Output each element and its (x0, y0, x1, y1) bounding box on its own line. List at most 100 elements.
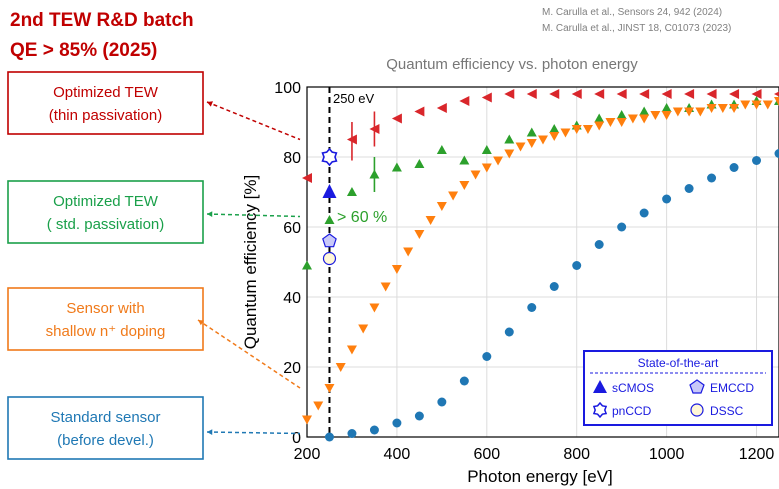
sota-legend-star-shape (592, 401, 608, 419)
data-point-series-0 (616, 89, 627, 99)
reference-2: M. Carulla et al., JINST 18, C01073 (202… (542, 23, 731, 34)
data-point-series-2 (639, 114, 650, 124)
data-point-series-2 (627, 114, 638, 124)
x-axis-label: Photon energy [eV] (467, 467, 613, 486)
data-point-series-2 (324, 384, 335, 393)
data-point-series-3 (707, 173, 717, 183)
data-point-series-1 (616, 110, 627, 119)
data-point-series-2 (650, 111, 661, 120)
sota-marker-dssc (322, 251, 337, 266)
data-point-series-3 (549, 282, 559, 291)
y-tick-label: 20 (283, 360, 301, 377)
data-point-series-0 (684, 89, 695, 99)
data-point-series-1 (549, 124, 560, 133)
data-point-series-3 (572, 261, 582, 270)
data-point-series-2 (358, 324, 369, 334)
callout-line2-2: shallow n⁺ doping (46, 323, 166, 340)
callout-box-3 (7, 396, 204, 460)
data-point-series-2 (605, 118, 616, 127)
data-point-series-0 (504, 89, 515, 99)
data-point-series-0 (369, 124, 380, 134)
data-point-series-3 (347, 429, 357, 438)
x-tick-label: 600 (473, 446, 500, 463)
data-point-series-3 (504, 327, 514, 337)
batch-label: 2nd TEW R&D batch (10, 10, 194, 31)
x-tick-label: 200 (294, 446, 321, 463)
sota-marker-scmos (322, 184, 337, 198)
data-point-series-3 (414, 411, 424, 421)
data-point-series-2 (717, 104, 728, 113)
data-point-series-2 (470, 170, 481, 180)
sota-marker-emccd (322, 233, 337, 248)
data-point-series-0 (594, 89, 605, 99)
data-point-series-2 (582, 125, 593, 134)
data-point-series-2 (571, 125, 582, 134)
callout-box-1 (7, 180, 204, 244)
data-point-series-0 (481, 92, 492, 103)
data-point-series-2 (459, 181, 470, 190)
data-point-series-0 (302, 173, 312, 183)
callout-arrow-0 (206, 101, 301, 141)
data-point-series-2 (740, 100, 751, 110)
data-point-series-1 (639, 106, 650, 116)
callout-box-0 (7, 71, 204, 135)
data-point-series-3 (324, 432, 334, 442)
data-series (302, 89, 779, 442)
y-tick-label: 0 (292, 430, 301, 447)
data-point-series-2 (369, 303, 380, 313)
data-point-series-3 (594, 240, 604, 249)
data-point-series-0 (661, 89, 672, 99)
callout-line1-0: Optimized TEW (53, 84, 159, 101)
data-point-series-1 (391, 162, 402, 172)
data-point-series-2 (672, 107, 683, 117)
callout-line2-1: ( std. passivation) (47, 216, 165, 233)
data-point-series-1 (324, 215, 335, 224)
x-tick-label: 1200 (739, 446, 775, 463)
tick-labels: 200 400 600 800 1000 1200 0 20 40 60 80 100 (274, 80, 774, 463)
data-point-series-3 (639, 208, 649, 218)
callout-arrowhead-1 (207, 211, 213, 217)
sota-legend-frame (583, 350, 773, 426)
data-point-series-1 (414, 159, 425, 168)
data-point-series-2 (391, 265, 402, 274)
data-point-series-1 (346, 187, 357, 196)
data-point-series-1 (661, 103, 672, 112)
data-point-series-2 (504, 149, 515, 159)
data-point-series-0 (391, 113, 402, 124)
data-point-series-2 (774, 97, 779, 106)
data-point-series-3 (392, 418, 402, 428)
data-point-series-2 (706, 104, 717, 113)
data-point-series-0 (526, 89, 537, 99)
data-point-series-2 (538, 135, 548, 145)
callout-arrow-1 (206, 213, 301, 218)
callout-arrowhead-2 (198, 320, 204, 326)
x-tick-label: 400 (384, 446, 411, 463)
data-point-series-3 (774, 149, 779, 158)
data-point-series-2 (448, 191, 459, 201)
data-point-series-2 (549, 132, 560, 141)
sota-legend-scmos-marker (593, 380, 607, 393)
data-point-series-0 (729, 89, 740, 99)
data-point-series-3 (617, 222, 627, 232)
energy-marker-label: 250 eV (333, 91, 375, 106)
data-point-series-2 (751, 100, 762, 110)
sota-legend-emccd: EMCCD (710, 381, 754, 395)
data-point-series-1 (504, 134, 515, 144)
y-tick-label: 80 (283, 150, 301, 167)
threshold-label: > 60 % (337, 209, 387, 226)
x-tick-label: 1000 (649, 446, 685, 463)
data-point-series-3 (459, 376, 469, 386)
y-axis-label: Quantum efficiency [%] (241, 175, 260, 350)
data-point-series-0 (571, 89, 582, 99)
data-point-series-0 (459, 96, 470, 106)
data-point-series-0 (549, 89, 560, 99)
callout-line1-2: Sensor with (66, 300, 144, 317)
data-point-series-0 (436, 103, 447, 113)
callout-line1-1: Optimized TEW (53, 193, 159, 210)
data-point-series-2 (616, 118, 627, 127)
data-point-series-2 (729, 104, 740, 113)
callout-line2-0: (thin passivation) (49, 107, 162, 124)
data-point-series-2 (302, 415, 312, 425)
data-point-series-3 (729, 163, 739, 172)
